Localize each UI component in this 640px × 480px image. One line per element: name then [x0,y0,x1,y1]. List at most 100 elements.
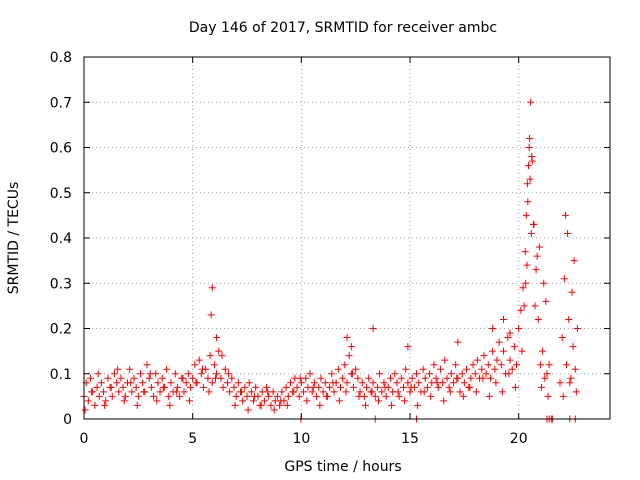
data-point [556,379,564,387]
data-point [369,379,377,387]
data-point [182,379,190,387]
data-point [382,392,390,400]
data-point [260,397,268,405]
data-point [458,370,466,378]
data-point [95,392,103,400]
data-point [330,388,338,396]
data-point [115,388,123,396]
data-point [163,365,171,373]
data-point [445,383,453,391]
data-point [402,365,410,373]
data-point [447,370,455,378]
data-point [230,383,238,391]
data-point [223,379,231,387]
data-point [132,383,140,391]
data-point [542,297,550,305]
data-point [568,288,576,296]
data-point [570,257,578,265]
data-point [526,175,534,183]
data-point [342,388,350,396]
data-points [80,98,581,423]
y-tick-label: 0.6 [50,141,72,157]
data-point [143,361,151,369]
data-point [484,361,492,369]
data-point [146,370,154,378]
data-point [319,388,327,396]
data-point [206,352,214,360]
data-point [245,379,253,387]
data-point [453,374,461,382]
data-point [350,383,358,391]
data-point [544,392,552,400]
data-point [564,229,572,237]
data-point [172,388,180,396]
data-point [286,379,294,387]
data-point [234,379,242,387]
data-point [573,325,581,332]
data-point [558,334,566,342]
data-point [277,397,285,405]
data-point [87,374,95,382]
data-point [117,374,125,382]
data-point [156,388,164,396]
data-point [401,397,409,405]
data-point [414,401,422,409]
data-point [521,248,529,256]
data-point [108,392,116,400]
data-point [378,388,386,396]
data-point [536,361,544,369]
data-point [400,383,408,391]
data-point [104,374,112,382]
data-point [534,315,542,323]
data-point [479,374,487,382]
data-point [463,365,471,373]
data-point [244,406,252,414]
data-point [532,266,540,274]
data-point [208,284,216,292]
data-point [394,388,402,396]
data-point [113,379,121,387]
data-point [511,383,519,391]
data-point [441,356,449,364]
data-point [205,388,213,396]
data-point [93,383,101,391]
data-point [282,383,290,391]
data-point [373,383,381,391]
data-point [347,343,355,351]
data-point [225,370,233,378]
data-point [406,388,414,396]
data-point [510,343,518,351]
data-point [433,379,441,387]
data-point [436,365,444,373]
data-point [480,352,488,360]
data-point [322,392,330,400]
data-point [365,374,373,382]
data-point [563,361,571,369]
data-point [489,347,497,355]
data-point [265,392,273,400]
data-point [326,383,334,391]
data-point [375,397,383,405]
data-point [251,392,259,400]
data-point [572,388,580,396]
data-point [467,374,475,382]
x-tick-labels: 0 5 10 15 20 [80,431,528,447]
data-point [284,392,292,400]
data-point [195,356,203,364]
data-point [154,379,162,387]
grid-lines [84,57,610,419]
data-point [522,211,530,219]
data-point [198,365,206,373]
x-tick-label: 15 [401,431,419,447]
data-point [232,392,240,400]
data-point [504,334,512,342]
data-point [228,374,236,382]
x-tick-label: 10 [292,431,310,447]
y-tick-label: 0.8 [50,50,72,66]
data-point [520,302,528,310]
x-tick-label: 20 [510,431,528,447]
data-point [147,383,155,391]
data-point [459,392,467,400]
